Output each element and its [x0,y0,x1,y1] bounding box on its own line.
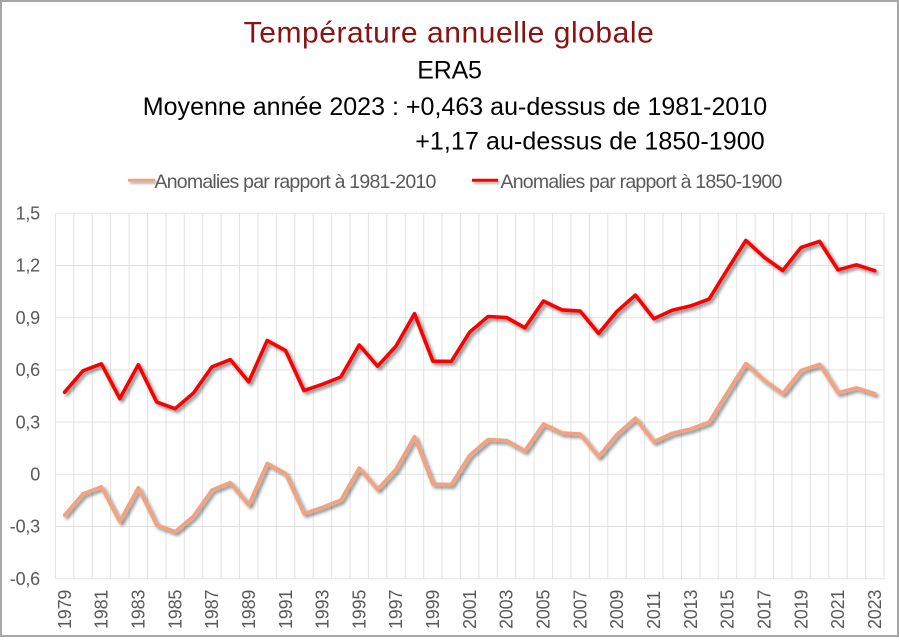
svg-text:1995: 1995 [349,590,369,629]
svg-text:2013: 2013 [681,590,701,629]
svg-text:Anomalies par rapport à 1850-1: Anomalies par rapport à 1850-1900 [501,171,783,193]
svg-text:0,9: 0,9 [16,308,41,328]
svg-text:2007: 2007 [570,590,590,629]
svg-text:2017: 2017 [755,590,775,629]
svg-text:1987: 1987 [202,590,222,629]
svg-text:1979: 1979 [55,590,75,629]
svg-text:0,3: 0,3 [16,412,41,432]
svg-text:1981: 1981 [92,590,112,629]
svg-text:2005: 2005 [534,590,554,629]
svg-text:1991: 1991 [276,590,296,629]
svg-text:1997: 1997 [386,590,406,629]
svg-text:2023: 2023 [865,590,885,629]
svg-text:1999: 1999 [423,590,443,629]
svg-text:1983: 1983 [129,590,149,629]
svg-text:1993: 1993 [313,590,333,629]
svg-text:2011: 2011 [644,591,664,629]
svg-text:1985: 1985 [165,590,185,629]
svg-text:-0,6: -0,6 [10,569,40,589]
svg-text:2001: 2001 [460,590,480,629]
svg-text:0,6: 0,6 [16,360,41,380]
svg-text:2019: 2019 [791,590,811,629]
svg-text:1989: 1989 [239,590,259,629]
svg-text:ERA5: ERA5 [417,56,482,84]
svg-text:1,5: 1,5 [16,204,41,224]
svg-text:1,2: 1,2 [16,256,41,276]
svg-text:Température annuelle globale: Température annuelle globale [244,16,655,49]
svg-text:2015: 2015 [718,590,738,629]
svg-text:+1,17 au-dessus de 1850-1900: +1,17 au-dessus de 1850-1900 [415,128,765,156]
svg-text:2003: 2003 [497,590,517,629]
svg-text:Anomalies par rapport à 1981-2: Anomalies par rapport à 1981-2010 [155,171,437,193]
svg-text:Moyenne année 2023 : +0,463 au: Moyenne année 2023 : +0,463 au-dessus de… [143,93,767,121]
svg-text:0: 0 [30,465,40,485]
svg-text:-0,3: -0,3 [10,517,40,537]
svg-text:2009: 2009 [607,590,627,629]
svg-text:2021: 2021 [828,590,848,629]
